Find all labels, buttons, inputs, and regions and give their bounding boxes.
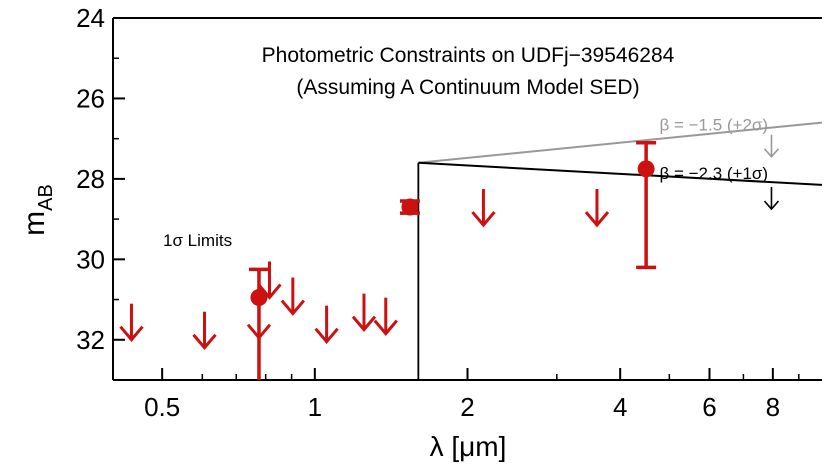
y-tick-label: 28	[76, 164, 105, 194]
data-point	[637, 160, 655, 178]
upper-limits-label: 1σ Limits	[163, 231, 232, 250]
upper-limit-arrowhead	[314, 327, 339, 345]
x-tick-label: 4	[613, 392, 627, 422]
y-tick-label: 32	[76, 325, 105, 355]
y-tick-label: 30	[76, 244, 105, 274]
y-tick-label: 24	[76, 3, 105, 33]
x-tick-label: 0.5	[144, 392, 180, 422]
upper-limit-arrowhead	[471, 211, 496, 228]
model-label-1: β = −1.5 (+2σ)	[659, 116, 768, 135]
upper-limit-arrowhead	[257, 283, 282, 300]
x-tick-label: 8	[766, 392, 780, 422]
model-arrowhead-2	[763, 200, 780, 211]
model-label-2: β = −2.3 (+1σ)	[659, 164, 768, 183]
upper-limit-arrowhead	[119, 325, 144, 342]
data-point	[250, 289, 268, 307]
upper-limit-arrowhead	[373, 319, 398, 336]
x-tick-label: 1	[308, 392, 322, 422]
y-axis-label-sub: AB	[35, 184, 57, 211]
y-axis-label: mAB	[18, 184, 57, 236]
upper-limit-arrowhead	[584, 211, 610, 228]
upper-limit-arrowhead	[280, 299, 305, 316]
model-arrowhead-1	[763, 148, 780, 158]
upper-limit-arrowhead	[192, 333, 217, 351]
model-line-2	[418, 161, 822, 186]
x-tick-label: 2	[460, 392, 474, 422]
chart-title-line-2: (Assuming A Continuum Model SED)	[296, 76, 639, 99]
y-axis-label-main: m	[18, 211, 51, 236]
chart-title-line-1: Photometric Constraints on UDFj−39546284	[262, 44, 675, 67]
data-point	[401, 198, 419, 216]
plot-clipped-group	[119, 121, 822, 380]
x-tick-label: 6	[702, 392, 716, 422]
model-line-1	[418, 121, 822, 164]
upper-limit-arrowhead	[351, 315, 377, 332]
x-axis-label: λ [μm]	[430, 431, 507, 462]
y-tick-label: 26	[76, 83, 105, 113]
